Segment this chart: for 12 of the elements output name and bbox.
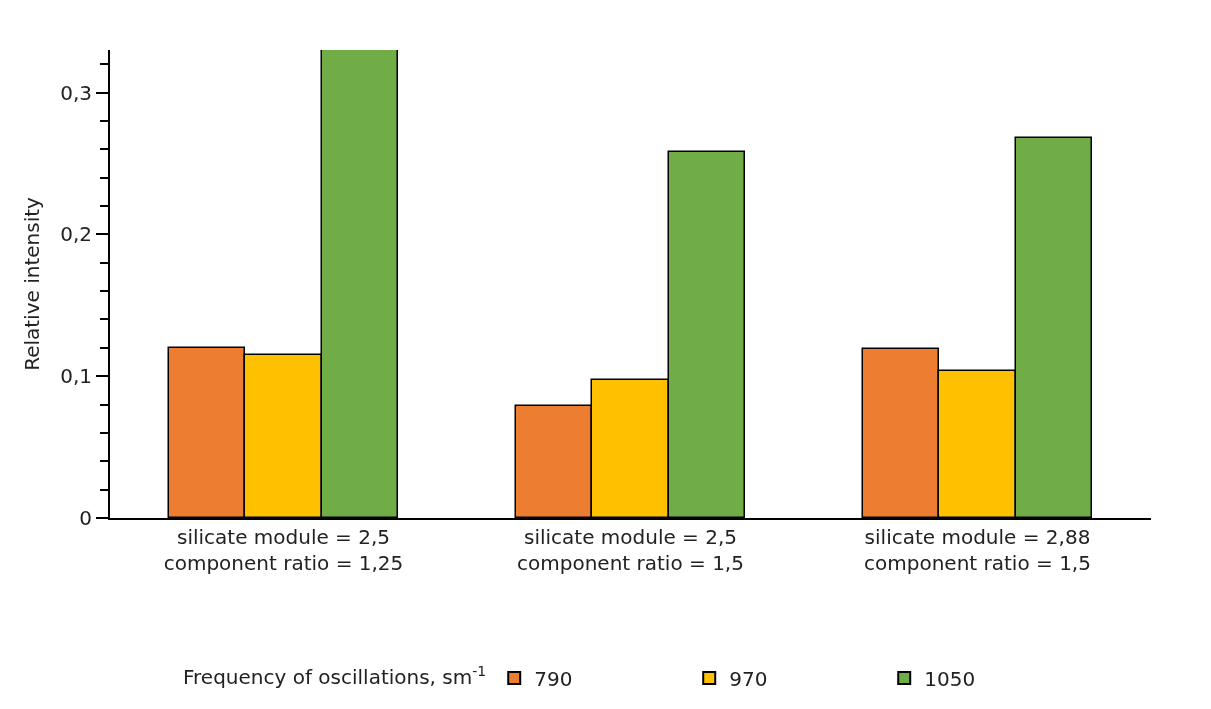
legend-label: 790 [534, 666, 573, 691]
y-tick-label: 0,2 [60, 222, 92, 247]
x-tick-label: silicate module = 2,5 component ratio = 1,25 [163, 525, 404, 575]
x-tick-label: silicate module = 2,88 component ratio = 1,5 [864, 525, 1091, 575]
y-tick-label: 0,1 [60, 364, 92, 389]
y-tick-label: 0,3 [60, 80, 92, 105]
legend-label: 1050 [924, 666, 976, 691]
y-tick-label: 0 [79, 506, 92, 530]
y-axis-title: Relative intensity [20, 196, 45, 371]
x-tick-label: silicate module = 2,5 component ratio = 1,5 [517, 525, 744, 575]
legend-title: Frequency of oscillations, sm$^{-1}$ [183, 663, 487, 690]
legend-label: 970 [729, 666, 768, 691]
